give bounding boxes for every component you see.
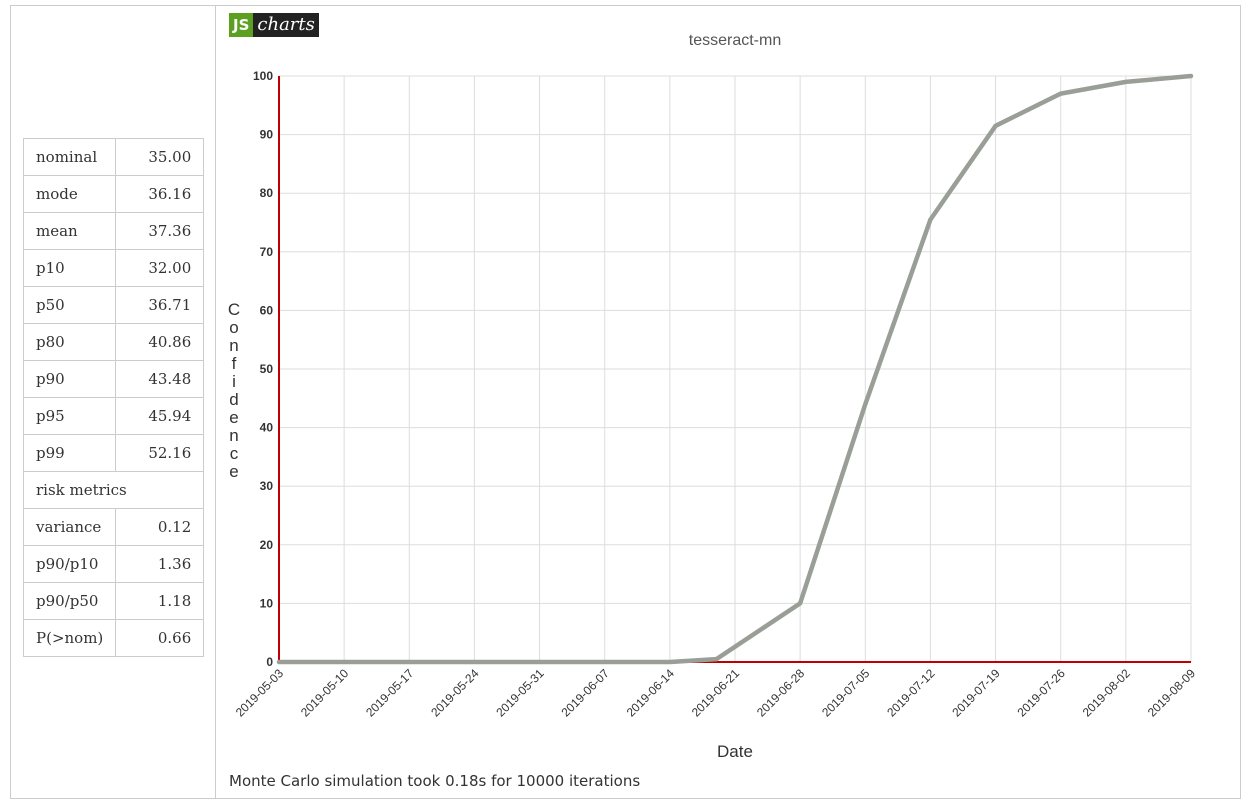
stat-label: p90 xyxy=(22,360,117,398)
stat-label: nominal xyxy=(22,138,117,176)
chart-title: tesseract-mn xyxy=(689,32,781,49)
stat-row: p90/p50 1.18 xyxy=(22,582,205,620)
risk-metrics-header: risk metrics xyxy=(22,471,205,509)
y-tick-label: 30 xyxy=(260,479,274,493)
stat-label: p95 xyxy=(22,397,117,435)
stat-row: mode 36.16 xyxy=(22,175,205,213)
frame xyxy=(10,5,1241,799)
x-axis-label: Date xyxy=(717,742,753,761)
stat-row: variance 0.12 xyxy=(22,508,205,546)
stat-label: mode xyxy=(22,175,117,213)
stat-value: 1.18 xyxy=(115,582,205,620)
stat-row: nominal 35.00 xyxy=(22,138,205,176)
stat-row: P(>nom) 0.66 xyxy=(22,619,205,657)
stat-value: 0.12 xyxy=(115,508,205,546)
stat-row: p90 43.48 xyxy=(22,360,205,398)
x-tick-label: 2019-07-12 xyxy=(884,666,938,720)
y-tick-label: 20 xyxy=(260,538,274,552)
line-chart: tesseract-mn 0 10 20 30 40 50 60 70 80 90 100 2019-0… xyxy=(228,32,1199,761)
stat-value: 40.86 xyxy=(115,323,205,361)
risk-header-row: risk metrics xyxy=(22,471,205,509)
stat-row: p50 36.71 xyxy=(22,286,205,324)
stat-value: 45.94 xyxy=(115,397,205,435)
y-tick-label: 90 xyxy=(260,128,274,142)
stat-label: p90/p50 xyxy=(22,582,117,620)
x-tick-label: 2019-07-19 xyxy=(949,666,1003,720)
x-tick-label: 2019-05-10 xyxy=(298,666,352,720)
stat-row: p99 52.16 xyxy=(22,434,205,472)
stat-label: mean xyxy=(22,212,117,250)
stat-value: 32.00 xyxy=(115,249,205,287)
y-tick-label: 70 xyxy=(260,245,274,259)
stat-label: p90/p10 xyxy=(22,545,117,583)
stat-row: p95 45.94 xyxy=(22,397,205,435)
y-tick-label: 100 xyxy=(253,69,273,83)
y-tick-label: 60 xyxy=(260,303,274,317)
x-tick-label: 2019-06-07 xyxy=(559,666,613,720)
x-tick-label: 2019-08-09 xyxy=(1145,666,1199,720)
stat-value: 36.71 xyxy=(115,286,205,324)
y-tick-label: 80 xyxy=(260,186,274,200)
stat-value: 1.36 xyxy=(115,545,205,583)
stat-value: 36.16 xyxy=(115,175,205,213)
stat-row: mean 37.36 xyxy=(22,212,205,250)
stat-value: 37.36 xyxy=(115,212,205,250)
panel-divider xyxy=(215,5,216,799)
stat-value: 0.66 xyxy=(115,619,205,657)
x-tick-label: 2019-06-21 xyxy=(689,666,743,720)
x-tick-label: 2019-07-26 xyxy=(1015,666,1069,720)
stat-label: p10 xyxy=(22,249,117,287)
stat-label: variance xyxy=(22,508,117,546)
stat-value: 35.00 xyxy=(115,138,205,176)
y-tick-label: 40 xyxy=(260,421,274,435)
stat-label: p80 xyxy=(22,323,117,361)
x-tick-label: 2019-05-31 xyxy=(493,666,547,720)
x-tick-label: 2019-08-02 xyxy=(1080,666,1134,720)
stat-label: p50 xyxy=(22,286,117,324)
x-tick-label: 2019-06-28 xyxy=(754,666,808,720)
stats-table: nominal 35.00 mode 36.16 mean 37.36 p10 32.00 p5… xyxy=(22,138,205,657)
logo-js: JS xyxy=(229,13,254,37)
x-tick-label: 2019-05-03 xyxy=(233,666,287,720)
stat-row: p80 40.86 xyxy=(22,323,205,361)
stat-value: 43.48 xyxy=(115,360,205,398)
stat-label: P(>nom) xyxy=(22,619,117,657)
y-tick-label: 0 xyxy=(266,655,273,669)
y-tick-label: 10 xyxy=(260,596,274,610)
jscharts-logo: JS charts xyxy=(229,13,319,37)
stat-row: p90/p10 1.36 xyxy=(22,545,205,583)
y-tick-label: 50 xyxy=(260,362,274,376)
stat-label: p99 xyxy=(22,434,117,472)
x-tick-label: 2019-06-14 xyxy=(624,666,678,720)
x-tick-label: 2019-05-24 xyxy=(428,666,482,720)
stat-row: p10 32.00 xyxy=(22,249,205,287)
simulation-footer: Monte Carlo simulation took 0.18s for 10… xyxy=(229,772,641,790)
stat-value: 52.16 xyxy=(115,434,205,472)
x-tick-label: 2019-05-17 xyxy=(363,666,417,720)
x-tick-label: 2019-07-05 xyxy=(819,666,873,720)
logo-charts: charts xyxy=(253,13,319,37)
